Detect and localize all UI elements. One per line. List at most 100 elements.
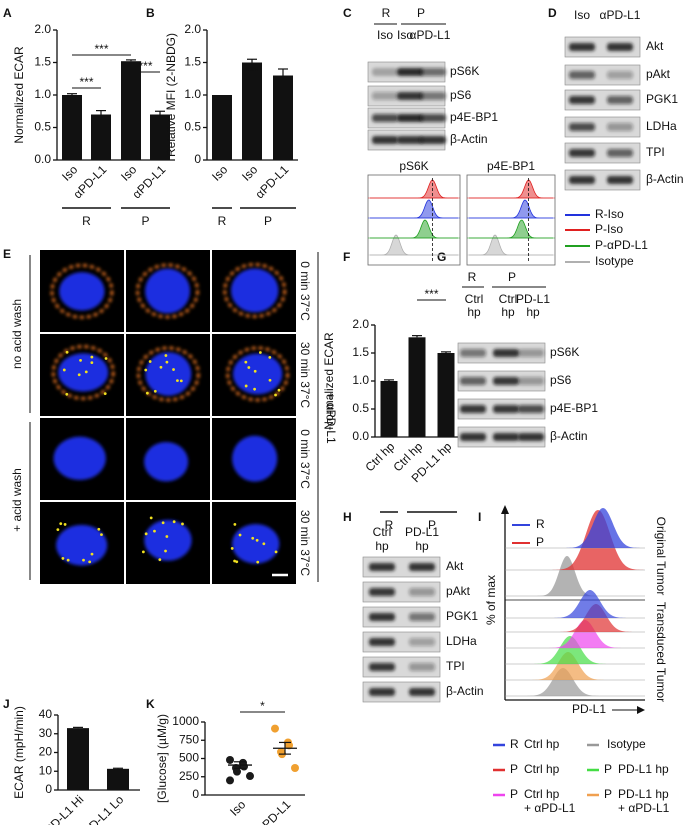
band-label: pAkt <box>646 67 671 81</box>
sig-label: *** <box>79 75 93 89</box>
panel-label: C <box>343 6 352 20</box>
blot-band <box>607 176 633 184</box>
puncta <box>153 529 156 533</box>
puncta <box>148 360 152 363</box>
group-label: P <box>417 6 425 20</box>
puncta <box>274 550 278 554</box>
histogram-curve <box>506 508 644 548</box>
lane-label: Iso <box>397 28 413 42</box>
bar <box>150 114 170 160</box>
y-tick-label: 0 <box>45 782 52 796</box>
lane-label: hp <box>375 539 389 553</box>
histogram-curve <box>370 219 458 239</box>
histogram-frame <box>367 174 461 266</box>
nucleus <box>58 353 109 392</box>
x-tick-label: αPD-L1 <box>71 162 110 201</box>
puncta <box>61 557 65 560</box>
x-tick-label: PD-L1 Lo <box>81 792 127 825</box>
histogram-curve <box>469 179 553 199</box>
legend-group: P <box>604 787 612 801</box>
lane-label: PD-L1 <box>405 525 439 539</box>
x-tick-label: PD-L1 Hi <box>42 792 86 825</box>
axis-label: % of max <box>484 575 498 625</box>
y-tick-label: 1.5 <box>34 55 51 69</box>
blot-band <box>518 405 544 413</box>
histogram-curve <box>506 636 644 664</box>
histogram-curve <box>469 234 553 256</box>
blot-band <box>397 92 423 100</box>
lane-label: αPD-L1 <box>410 28 451 42</box>
bar <box>121 61 141 161</box>
blot-band <box>493 349 519 357</box>
arrow <box>637 706 645 714</box>
y-axis-label: [Glucose] (µM/g) <box>155 714 169 803</box>
bar <box>91 114 111 160</box>
band-label: PGK1 <box>446 609 478 623</box>
puncta <box>251 536 255 540</box>
lane-label: αPD-L1 <box>600 8 641 22</box>
puncta <box>253 387 256 391</box>
x-tick-label: αPD-L1 <box>253 162 292 201</box>
puncta <box>103 392 107 396</box>
lane-label: hp <box>501 305 515 319</box>
puncta <box>56 528 60 532</box>
puncta <box>165 535 169 538</box>
nucleus <box>144 441 189 482</box>
blot-band <box>569 176 595 184</box>
blot-band <box>607 96 633 104</box>
blot-band <box>569 43 595 51</box>
membrane-stain <box>136 346 200 402</box>
puncta <box>79 359 82 362</box>
blot-band <box>372 114 398 122</box>
puncta <box>90 355 94 359</box>
puncta <box>230 546 234 550</box>
blot-band <box>369 688 395 696</box>
puncta <box>253 369 257 373</box>
y-axis-label: Relative MFI (2-NBDG) <box>164 33 178 157</box>
blot-band <box>420 136 446 144</box>
blot-band <box>369 613 395 621</box>
puncta <box>161 521 165 525</box>
x-tick-label: Iso <box>59 162 80 183</box>
y-axis-label: Normalized ECAR <box>12 46 26 144</box>
blot-band <box>372 136 398 144</box>
band-label: pAkt <box>446 584 471 598</box>
x-tick-label: αPD-L1 <box>255 797 294 825</box>
blot-band <box>569 149 595 157</box>
puncta <box>141 550 145 554</box>
puncta <box>176 379 179 382</box>
puncta <box>88 560 92 564</box>
group-label: R <box>382 6 391 20</box>
blot-band <box>569 123 595 131</box>
blot-band <box>397 68 423 76</box>
bar <box>273 75 293 160</box>
legend-label: P <box>536 535 544 549</box>
x-tick-label: Iso <box>227 797 248 818</box>
band-label: pS6K <box>550 345 579 359</box>
y-tick-label: 2.0 <box>184 22 201 36</box>
lane-label: Iso <box>574 8 590 22</box>
blot-strip <box>564 64 641 86</box>
panel-label: I <box>478 510 481 524</box>
axis-label: PD-L1 <box>572 702 606 716</box>
panel-label: K <box>146 697 155 711</box>
y-tick-label: 1.0 <box>34 87 51 101</box>
histogram-curve <box>506 590 644 618</box>
membrane-stain <box>51 344 115 400</box>
legend-group: P <box>510 762 518 776</box>
band-label: LDHa <box>646 119 677 133</box>
y-tick-label: 250 <box>179 769 199 783</box>
nucleus <box>233 353 283 395</box>
y-tick-label: 500 <box>179 751 199 765</box>
arrow <box>501 505 509 514</box>
bar <box>380 381 398 437</box>
puncta <box>179 379 183 383</box>
y-tick-label: 1.5 <box>352 345 369 359</box>
blot-band <box>607 123 633 131</box>
group-label: P <box>508 270 516 284</box>
blot-band <box>607 71 633 79</box>
bar <box>107 768 129 790</box>
blot-strip <box>362 631 441 653</box>
